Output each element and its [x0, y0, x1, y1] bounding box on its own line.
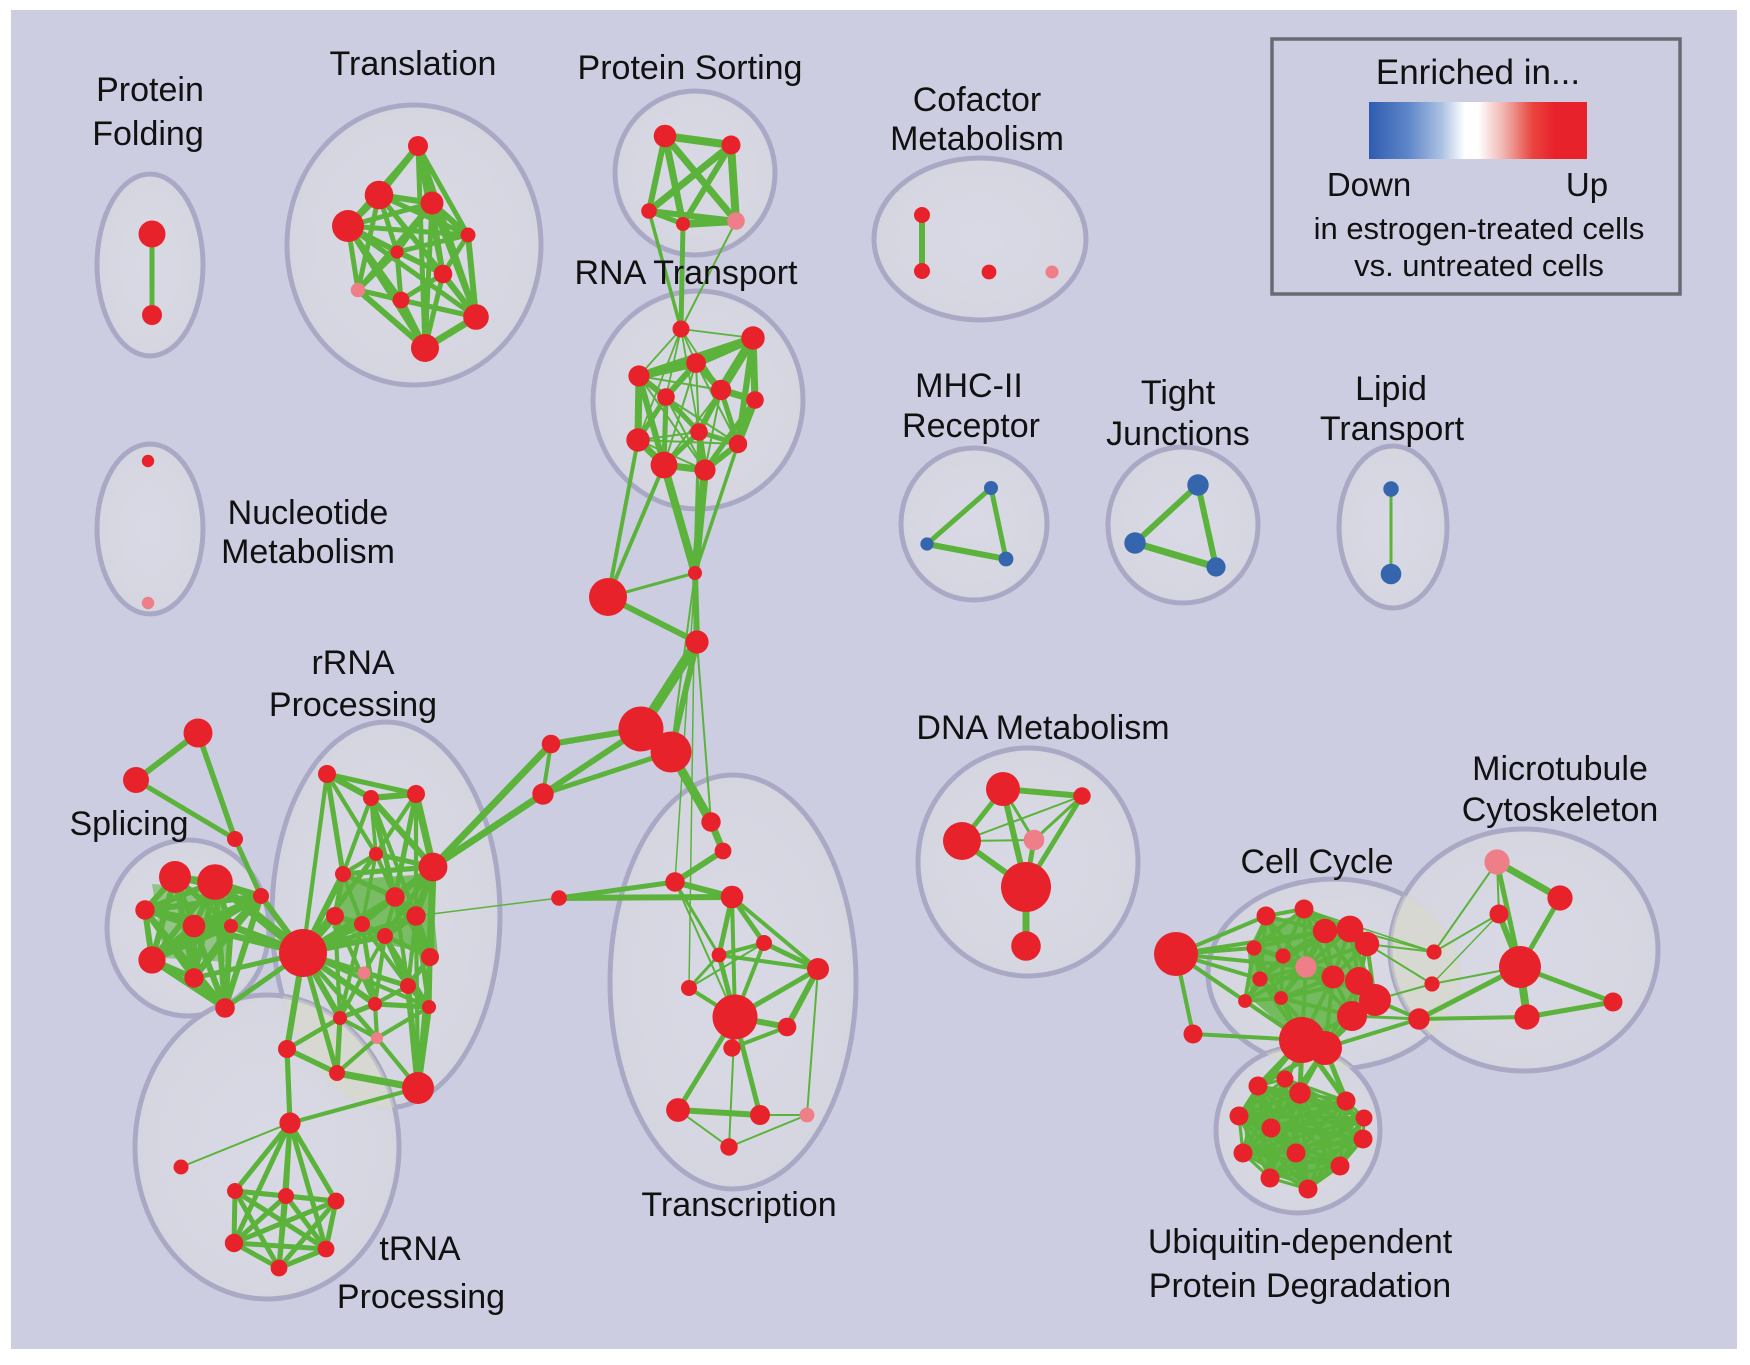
svg-text:Ubiquitin-dependent: Ubiquitin-dependent: [1148, 1223, 1453, 1261]
svg-text:DNA Metabolism: DNA Metabolism: [916, 709, 1169, 747]
svg-text:Protein: Protein: [96, 71, 204, 109]
svg-text:Processing: Processing: [337, 1278, 505, 1316]
svg-text:Protein Degradation: Protein Degradation: [1149, 1267, 1451, 1305]
svg-text:RNA Transport: RNA Transport: [575, 254, 799, 292]
svg-text:Metabolism: Metabolism: [221, 533, 395, 571]
svg-text:Protein Sorting: Protein Sorting: [578, 49, 803, 87]
svg-text:Cell Cycle: Cell Cycle: [1240, 843, 1393, 881]
svg-text:Folding: Folding: [92, 115, 204, 153]
svg-text:Receptor: Receptor: [902, 407, 1040, 445]
svg-text:Nucleotide: Nucleotide: [228, 494, 389, 532]
svg-text:Enriched in...: Enriched in...: [1376, 53, 1580, 92]
svg-text:Metabolism: Metabolism: [890, 120, 1064, 158]
svg-text:Junctions: Junctions: [1106, 415, 1250, 453]
svg-text:Down: Down: [1327, 166, 1411, 203]
svg-text:Up: Up: [1566, 166, 1608, 203]
svg-text:Splicing: Splicing: [69, 805, 188, 843]
svg-text:Cytoskeleton: Cytoskeleton: [1462, 791, 1659, 829]
svg-text:Transport: Transport: [1320, 410, 1465, 448]
svg-text:Processing: Processing: [269, 686, 437, 724]
svg-text:vs. untreated cells: vs. untreated cells: [1354, 248, 1604, 283]
svg-text:Tight: Tight: [1141, 374, 1216, 412]
svg-text:Lipid: Lipid: [1355, 370, 1427, 408]
svg-text:tRNA: tRNA: [379, 1230, 461, 1268]
svg-text:MHC-II: MHC-II: [915, 367, 1023, 405]
svg-text:Transcription: Transcription: [641, 1186, 836, 1224]
svg-text:in estrogen-treated cells: in estrogen-treated cells: [1314, 211, 1645, 246]
svg-text:Cofactor: Cofactor: [913, 81, 1042, 119]
svg-text:rRNA: rRNA: [311, 644, 394, 682]
svg-text:Microtubule: Microtubule: [1472, 750, 1648, 788]
svg-text:Translation: Translation: [330, 45, 497, 83]
